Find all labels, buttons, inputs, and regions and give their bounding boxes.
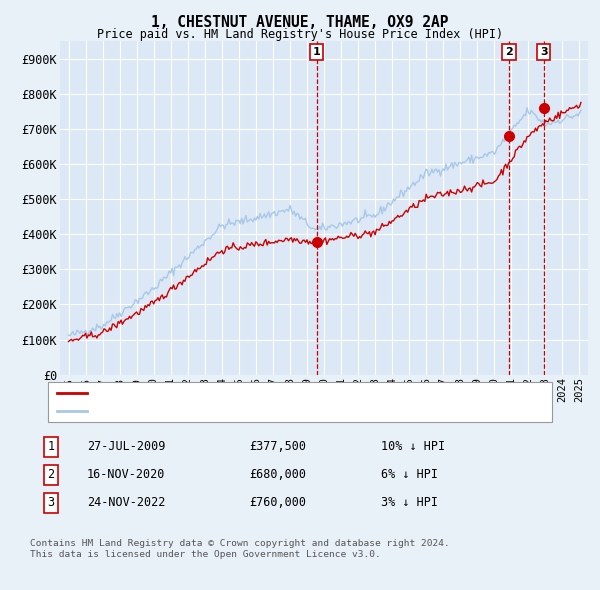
- Text: 27-JUL-2009: 27-JUL-2009: [87, 440, 166, 453]
- Text: 1, CHESTNUT AVENUE, THAME, OX9 2AP (detached house): 1, CHESTNUT AVENUE, THAME, OX9 2AP (deta…: [91, 388, 410, 398]
- Text: £680,000: £680,000: [249, 468, 306, 481]
- Text: 2: 2: [47, 468, 55, 481]
- Text: 24-NOV-2022: 24-NOV-2022: [87, 496, 166, 509]
- Text: £377,500: £377,500: [249, 440, 306, 453]
- Text: Price paid vs. HM Land Registry's House Price Index (HPI): Price paid vs. HM Land Registry's House …: [97, 28, 503, 41]
- Text: This data is licensed under the Open Government Licence v3.0.: This data is licensed under the Open Gov…: [30, 550, 381, 559]
- Text: 3% ↓ HPI: 3% ↓ HPI: [381, 496, 438, 509]
- Text: 1, CHESTNUT AVENUE, THAME, OX9 2AP: 1, CHESTNUT AVENUE, THAME, OX9 2AP: [151, 15, 449, 30]
- Text: 3: 3: [540, 47, 548, 57]
- Text: 2: 2: [505, 47, 513, 57]
- Text: 3: 3: [47, 496, 55, 509]
- Text: HPI: Average price, detached house, South Oxfordshire: HPI: Average price, detached house, Sout…: [91, 405, 422, 415]
- Text: 6% ↓ HPI: 6% ↓ HPI: [381, 468, 438, 481]
- Text: 16-NOV-2020: 16-NOV-2020: [87, 468, 166, 481]
- Text: 10% ↓ HPI: 10% ↓ HPI: [381, 440, 445, 453]
- Text: £760,000: £760,000: [249, 496, 306, 509]
- Text: 1: 1: [313, 47, 320, 57]
- Text: Contains HM Land Registry data © Crown copyright and database right 2024.: Contains HM Land Registry data © Crown c…: [30, 539, 450, 548]
- Text: 1: 1: [47, 440, 55, 453]
